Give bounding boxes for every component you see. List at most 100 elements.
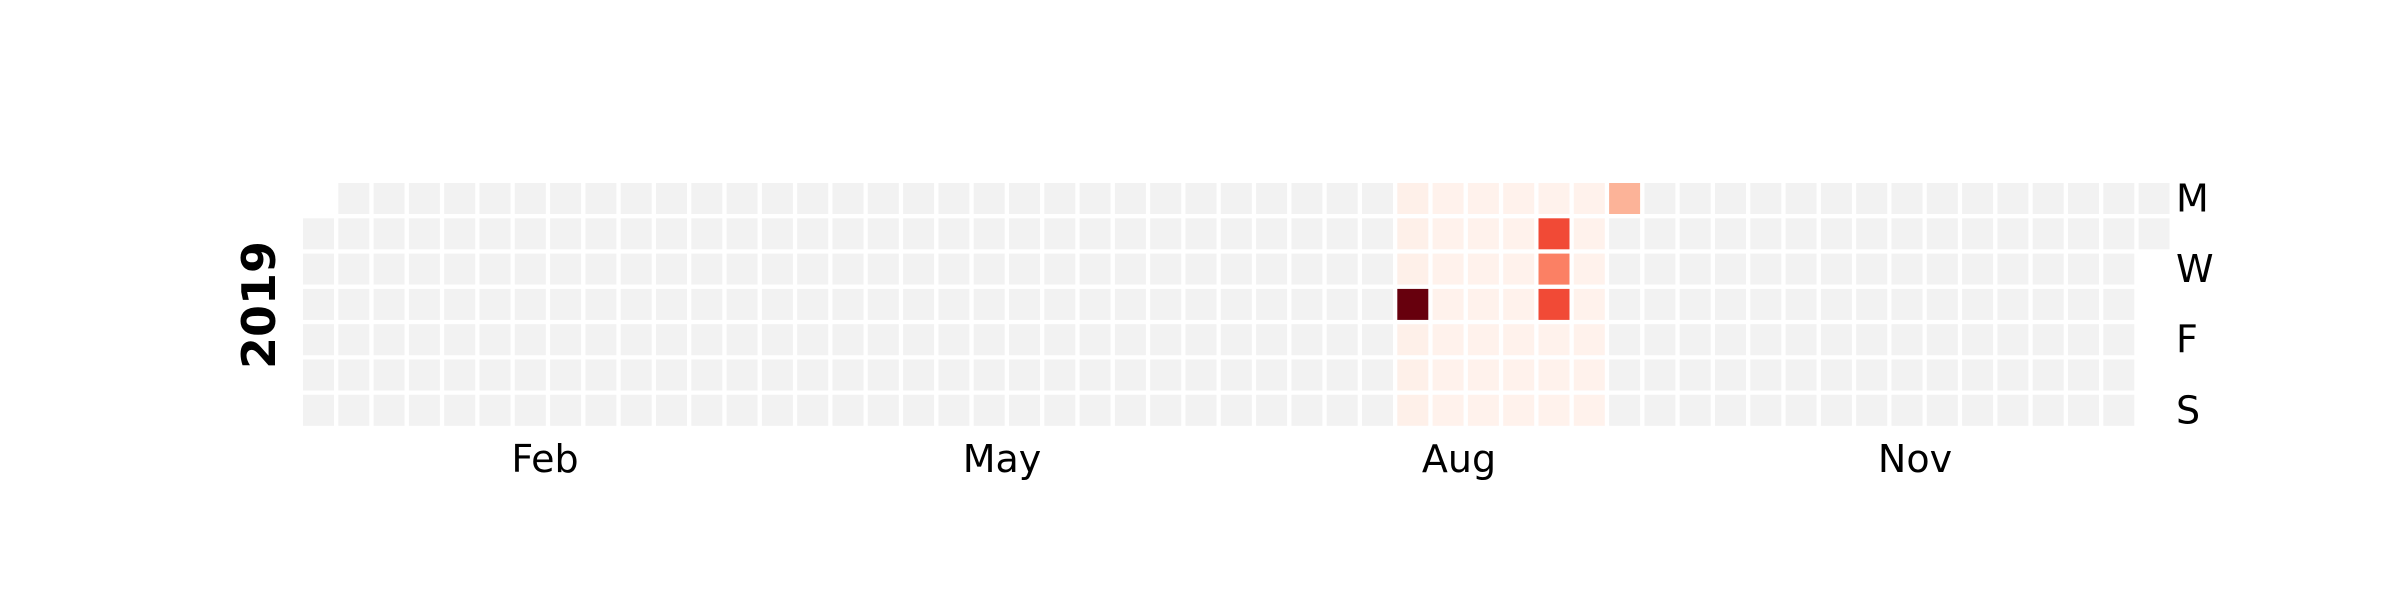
heatmap-cell — [550, 394, 582, 426]
heatmap-cell — [1962, 324, 1994, 356]
heatmap-cell — [514, 324, 546, 356]
heatmap-cell — [303, 218, 334, 250]
heatmap-cell — [938, 359, 970, 391]
heatmap-cell — [1891, 288, 1923, 320]
heatmap-cell — [1715, 253, 1746, 285]
heatmap-cell — [514, 288, 546, 320]
heatmap-cell — [444, 394, 476, 426]
heatmap-cell — [1291, 324, 1323, 356]
heatmap-cell — [338, 288, 370, 320]
heatmap-cell — [1326, 183, 1358, 214]
heatmap-cell — [1326, 218, 1358, 250]
heatmap-cell — [620, 394, 652, 426]
heatmap-cell — [1079, 253, 1111, 285]
heatmap-cell — [373, 394, 405, 426]
heatmap-cell — [832, 288, 864, 320]
heatmap-cell — [1397, 218, 1429, 250]
heatmap-cell — [938, 253, 970, 285]
heatmap-cell — [1397, 359, 1429, 391]
heatmap-cell — [479, 183, 511, 214]
heatmap-cell — [1644, 253, 1676, 285]
heatmap-cell — [2068, 359, 2099, 391]
heatmap-cell — [408, 253, 440, 285]
heatmap-cell — [1926, 183, 1958, 214]
heatmap-cell — [514, 253, 546, 285]
heatmap-cell — [1962, 183, 1994, 214]
heatmap-cell — [1432, 218, 1464, 250]
heatmap-cell — [797, 394, 829, 426]
heatmap-cell — [726, 359, 758, 391]
heatmap-cell — [1750, 394, 1782, 426]
heatmap-cell — [1150, 359, 1182, 391]
heatmap-cell — [1291, 253, 1323, 285]
heatmap-cell — [867, 218, 899, 250]
heatmap-cell — [1573, 218, 1605, 250]
heatmap-cell — [1150, 218, 1182, 250]
heatmap-cell — [1573, 394, 1605, 426]
heatmap-cell — [1079, 359, 1111, 391]
heatmap-cell — [726, 253, 758, 285]
heatmap-cell — [973, 394, 1005, 426]
heatmap-cell — [444, 218, 476, 250]
heatmap-cell — [1538, 359, 1570, 391]
heatmap-cell — [1856, 359, 1888, 391]
heatmap-cell — [1785, 288, 1817, 320]
heatmap-cell — [1785, 253, 1817, 285]
heatmap-cell — [338, 183, 370, 214]
weekday-tick-label: W — [2176, 247, 2214, 291]
month-tick-label: Aug — [1422, 437, 1496, 481]
heatmap-cell — [867, 359, 899, 391]
heatmap-cell — [1256, 324, 1288, 356]
heatmap-cell — [1609, 288, 1641, 320]
heatmap-cell — [479, 324, 511, 356]
heatmap-cell — [1609, 218, 1641, 250]
heatmap-cell — [2138, 218, 2170, 250]
heatmap-cell — [585, 324, 617, 356]
heatmap-cell — [2138, 183, 2170, 214]
heatmap-cell — [1326, 394, 1358, 426]
heatmap-cell — [1009, 218, 1040, 250]
heatmap-cell — [761, 324, 793, 356]
heatmap-cell — [2103, 324, 2135, 356]
heatmap-cell — [1114, 324, 1146, 356]
heatmap-cell — [2068, 218, 2099, 250]
heatmap-cell — [1009, 253, 1040, 285]
heatmap-cell — [656, 359, 687, 391]
heatmap-cell — [1079, 218, 1111, 250]
heatmap-cell — [373, 324, 405, 356]
heatmap-cell — [1538, 288, 1570, 320]
heatmap-cell — [1362, 183, 1393, 214]
heatmap-cell — [1820, 253, 1852, 285]
heatmap-cell — [1185, 288, 1217, 320]
heatmap-cell — [1785, 359, 1817, 391]
heatmap-cell — [1467, 324, 1499, 356]
heatmap-cell — [620, 359, 652, 391]
heatmap-cells — [303, 183, 2170, 426]
heatmap-cell — [620, 288, 652, 320]
heatmap-cell — [1962, 288, 1994, 320]
heatmap-cell — [1715, 183, 1746, 214]
heatmap-cell — [1044, 394, 1076, 426]
heatmap-cell — [867, 183, 899, 214]
heatmap-cell — [1609, 359, 1641, 391]
heatmap-cell — [373, 253, 405, 285]
heatmap-cell — [1220, 253, 1252, 285]
heatmap-cell — [1750, 218, 1782, 250]
heatmap-cell — [1185, 183, 1217, 214]
heatmap-cell — [1715, 394, 1746, 426]
heatmap-cell — [1891, 218, 1923, 250]
heatmap-cell — [408, 288, 440, 320]
heatmap-cell — [726, 183, 758, 214]
heatmap-cell — [1997, 253, 2029, 285]
heatmap-cell — [1150, 324, 1182, 356]
heatmap-cell — [1009, 183, 1040, 214]
heatmap-cell — [1009, 324, 1040, 356]
weekday-tick-label: M — [2176, 177, 2209, 221]
heatmap-cell — [1503, 183, 1535, 214]
heatmap-cell — [797, 288, 829, 320]
month-tick-label: Feb — [511, 437, 578, 481]
heatmap-cell — [514, 359, 546, 391]
heatmap-cell — [1150, 183, 1182, 214]
